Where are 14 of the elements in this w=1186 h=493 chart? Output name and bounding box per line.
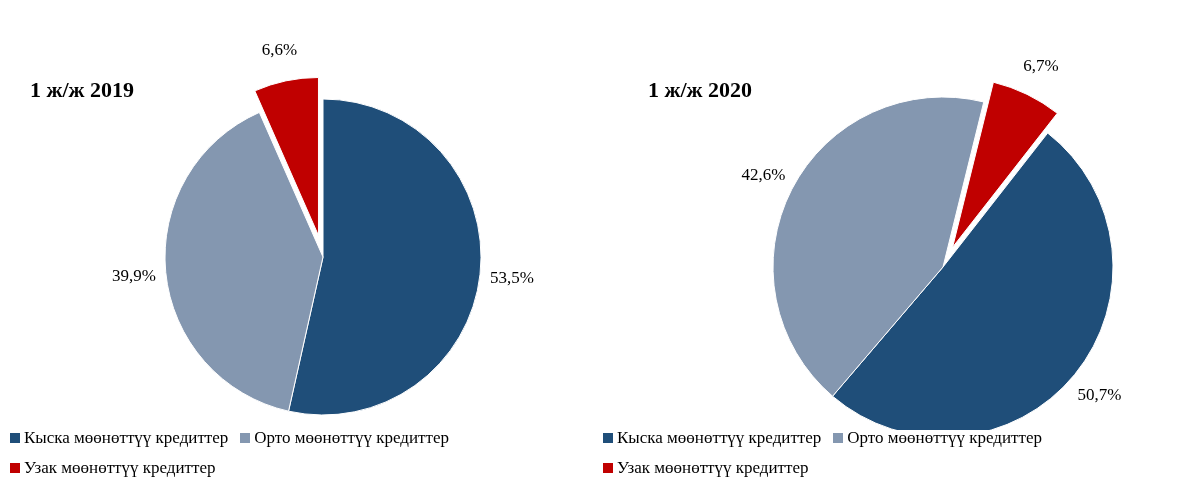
text: 1 ж/ж 2019	[30, 77, 135, 103]
data-label: 42,6%	[741, 165, 786, 185]
legend-label: Узак мөөнөттүү кредиттер	[617, 458, 809, 478]
data-label: 6,6%	[261, 40, 298, 60]
legend-label: Узак мөөнөттүү кредиттер	[24, 458, 216, 478]
data-label: 53,5%	[489, 268, 534, 288]
legend-label: Кыска мөөнөттүү кредиттер	[24, 428, 229, 448]
data-label: 50,7%	[1077, 385, 1122, 405]
legend-label: Орто мөөнөттүү кредиттер	[847, 428, 1043, 448]
data-label: 6,7%	[1023, 56, 1059, 76]
data-label: 39,9%	[111, 265, 156, 285]
legend-label: Орто мөөнөттүү кредиттер	[254, 428, 450, 448]
text: 1 ж/ж 2020	[648, 77, 753, 103]
legend-label: Кыска мөөнөттүү кредиттер	[617, 428, 822, 448]
